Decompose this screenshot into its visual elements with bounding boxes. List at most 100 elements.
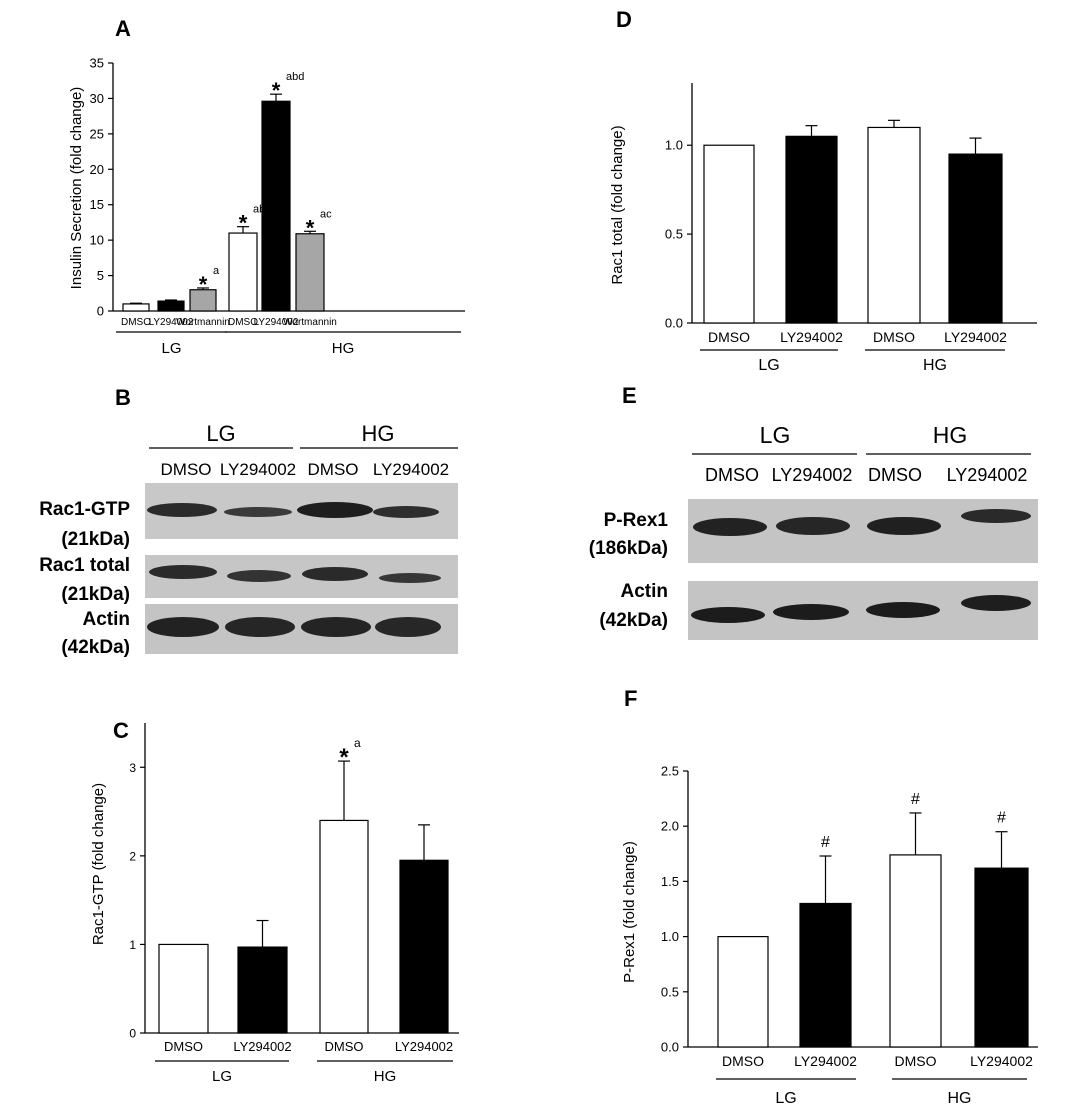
- y-axis-label: P-Rex1 (fold change): [621, 841, 638, 983]
- panel-label-a: A: [115, 16, 131, 41]
- y-tick-label: 35: [90, 56, 104, 71]
- significance-letters: abd: [286, 71, 304, 83]
- group-label-hg: HG: [933, 422, 968, 448]
- lane-label: LY294002: [772, 465, 853, 485]
- y-tick-label: 0.5: [665, 227, 683, 242]
- y-tick-label: 3: [129, 761, 136, 775]
- bar: [158, 943, 209, 1034]
- blot-band: [691, 607, 765, 623]
- bar: [974, 867, 1029, 1048]
- bar: [703, 144, 755, 324]
- blot-band: [961, 595, 1031, 611]
- category-label: DMSO: [325, 1039, 364, 1054]
- panel-label-d: D: [616, 7, 632, 32]
- category-label: Wortmannin: [283, 317, 337, 328]
- group-label: HG: [374, 1068, 397, 1085]
- blot-label: Actin: [83, 609, 131, 630]
- significance-hash: #: [997, 810, 1006, 827]
- blot-band: [693, 518, 767, 536]
- group-label: HG: [948, 1090, 972, 1107]
- y-tick-label: 1: [129, 938, 136, 952]
- blot-label-mw: (42kDa): [599, 610, 668, 631]
- blot-label: Rac1 total: [39, 555, 130, 576]
- blot-band: [149, 565, 217, 579]
- y-tick-label: 0: [129, 1027, 136, 1041]
- category-label: DMSO: [121, 317, 151, 328]
- category-label: LY294002: [395, 1039, 453, 1054]
- blot-band: [776, 517, 850, 535]
- y-tick-label: 0: [97, 304, 104, 319]
- significance-star: *: [239, 211, 248, 236]
- category-label: DMSO: [873, 329, 915, 345]
- blot-band: [773, 604, 849, 620]
- blot-label-mw: (186kDa): [589, 538, 668, 559]
- bar: [717, 935, 769, 1048]
- category-label: DMSO: [228, 317, 258, 328]
- group-label-lg: LG: [760, 422, 791, 448]
- y-axis-label: Rac1 total (fold change): [609, 125, 626, 284]
- blot-band: [225, 617, 295, 637]
- group-label: LG: [212, 1068, 232, 1085]
- bar: [399, 859, 449, 1034]
- blot-label-mw: (42kDa): [61, 637, 130, 658]
- blot-band: [379, 573, 441, 583]
- category-label: LY294002: [780, 329, 843, 345]
- bar: [122, 303, 150, 312]
- group-label: LG: [775, 1090, 796, 1107]
- blot-label: P-Rex1: [604, 510, 669, 531]
- category-label: LY294002: [233, 1039, 291, 1054]
- y-tick-label: 0.0: [665, 316, 683, 331]
- blot-band: [302, 567, 368, 581]
- category-label: LY294002: [970, 1053, 1033, 1069]
- category-label: LY294002: [944, 329, 1007, 345]
- blot-label: Actin: [621, 581, 669, 602]
- group-label-hg: HG: [362, 421, 395, 446]
- group-label: HG: [332, 340, 355, 357]
- panel-label-b: B: [115, 385, 131, 410]
- y-tick-label: 1.5: [661, 874, 679, 889]
- y-tick-label: 0.5: [661, 984, 679, 999]
- significance-star: *: [272, 78, 281, 103]
- bar: [785, 135, 838, 324]
- y-axis-label: Rac1-GTP (fold change): [90, 783, 107, 945]
- y-tick-label: 5: [97, 268, 104, 283]
- blot-band: [375, 617, 441, 637]
- lane-label: LY294002: [373, 460, 449, 479]
- lane-label: DMSO: [161, 460, 212, 479]
- lane-label: LY294002: [947, 465, 1028, 485]
- lane-label: DMSO: [868, 465, 922, 485]
- category-label: DMSO: [722, 1053, 764, 1069]
- y-tick-label: 1.0: [665, 138, 683, 153]
- lane-label: LY294002: [220, 460, 296, 479]
- blot-band: [866, 602, 940, 618]
- bar: [228, 232, 258, 312]
- panel-label-f: F: [624, 686, 637, 711]
- significance-letters: abc: [253, 204, 271, 216]
- y-tick-label: 2.5: [661, 764, 679, 779]
- blot-band: [961, 509, 1031, 523]
- significance-letters: a: [213, 265, 220, 277]
- blot-bands-b: [147, 502, 441, 637]
- blot-bands-e: [691, 509, 1031, 623]
- blot-band: [147, 503, 217, 517]
- category-label: DMSO: [708, 329, 750, 345]
- bar: [799, 902, 852, 1048]
- significance-letters: a: [354, 736, 361, 750]
- blot-band: [867, 517, 941, 535]
- blot-band: [227, 570, 291, 582]
- blot-label-mw: (21kDa): [61, 584, 130, 605]
- y-tick-label: 10: [90, 233, 104, 248]
- western-blot-b: LG HG DMSO LY294002 DMSO LY294002 Rac1-G…: [39, 421, 458, 658]
- blot-band: [373, 506, 439, 518]
- significance-star: *: [339, 744, 349, 771]
- category-label: LY294002: [254, 317, 299, 328]
- chart-a: 0 5 10 15 20 25 30 35 Insulin Secretion (fold ch…: [68, 56, 465, 357]
- blot-band: [297, 502, 373, 518]
- y-tick-label: 25: [90, 126, 104, 141]
- lane-label: DMSO: [308, 460, 359, 479]
- significance-star: *: [199, 272, 208, 297]
- panel-label-c: C: [113, 718, 129, 743]
- significance-star: *: [306, 215, 315, 240]
- lane-label: DMSO: [705, 465, 759, 485]
- group-label: HG: [923, 357, 947, 374]
